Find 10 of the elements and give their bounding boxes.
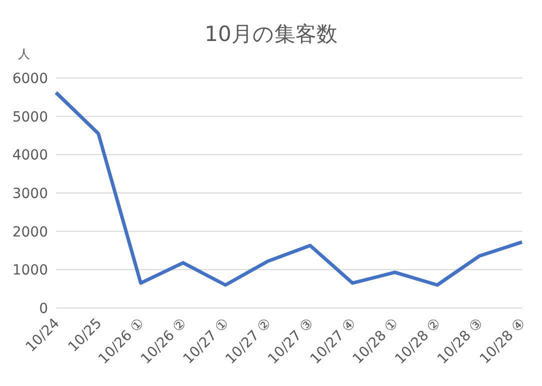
chart-title: 10月の集客数 <box>204 21 338 48</box>
y-tick-label: 2000 <box>12 224 48 240</box>
y-tick-label: 5000 <box>12 109 48 126</box>
y-tick-label: 6000 <box>12 70 48 87</box>
line-series <box>54 90 524 287</box>
y-tick-label: 3000 <box>12 186 48 202</box>
y-tick-label: 1000 <box>12 262 48 279</box>
y-axis-title: 人 <box>18 46 30 63</box>
y-tick-label: 4000 <box>12 148 48 164</box>
y-tick-label: 0 <box>39 300 48 317</box>
